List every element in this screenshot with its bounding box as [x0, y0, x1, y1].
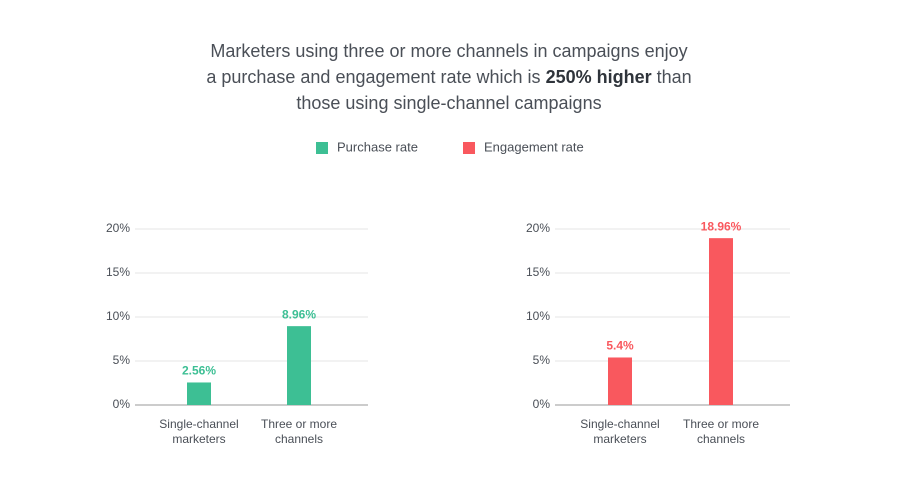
chart-title: Marketers using three or more channels i… [204, 38, 694, 116]
title-bold: 250% higher [545, 67, 652, 87]
y-tick-label: 5% [113, 353, 131, 367]
y-tick-label: 15% [106, 265, 130, 279]
x-tick-line: Single-channel [580, 417, 659, 431]
x-tick-line: channels [697, 432, 745, 446]
legend-label: Purchase rate [337, 139, 418, 154]
value-label: 5.4% [606, 339, 634, 353]
x-tick-line: marketers [593, 432, 646, 446]
bar [608, 357, 632, 405]
title-part: Marketers using three or more channels i… [206, 41, 688, 87]
y-tick-label: 15% [526, 265, 550, 279]
x-tick-line: marketers [172, 432, 225, 446]
x-tick-line: Three or more [683, 417, 759, 431]
bar [709, 238, 733, 405]
value-label: 8.96% [282, 307, 316, 321]
y-tick-label: 20% [106, 221, 130, 235]
legend-label: Engagement rate [484, 139, 584, 154]
title-part: than those using single-channel campaign… [296, 67, 692, 113]
x-tick-line: channels [275, 432, 323, 446]
x-tick-label: Single-channel marketers [580, 417, 659, 446]
x-tick-label: Single-channel marketers [159, 417, 238, 446]
y-tick-label: 0% [113, 397, 131, 411]
x-tick-label: Three or more channels [261, 417, 337, 446]
y-tick-label: 5% [533, 353, 551, 367]
legend-swatch [316, 142, 328, 154]
x-tick-line: Single-channel [159, 417, 238, 431]
legend-swatch [463, 142, 475, 154]
bar [187, 382, 211, 405]
y-tick-label: 10% [106, 309, 130, 323]
y-tick-label: 0% [533, 397, 551, 411]
value-label: 18.96% [701, 219, 742, 233]
x-tick-line: Three or more [261, 417, 337, 431]
x-tick-label: Three or more channels [683, 417, 759, 446]
y-tick-label: 10% [526, 309, 550, 323]
value-label: 2.56% [182, 364, 216, 378]
bar [287, 326, 311, 405]
y-tick-label: 20% [526, 221, 550, 235]
